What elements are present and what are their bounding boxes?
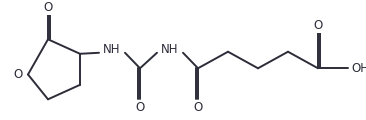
Text: O: O	[193, 101, 203, 114]
Text: O: O	[135, 101, 145, 114]
Text: O: O	[44, 1, 53, 14]
Text: O: O	[313, 19, 322, 32]
Text: NH: NH	[103, 43, 121, 56]
Text: O: O	[14, 68, 23, 81]
Text: OH: OH	[351, 62, 366, 75]
Text: NH: NH	[161, 43, 179, 56]
